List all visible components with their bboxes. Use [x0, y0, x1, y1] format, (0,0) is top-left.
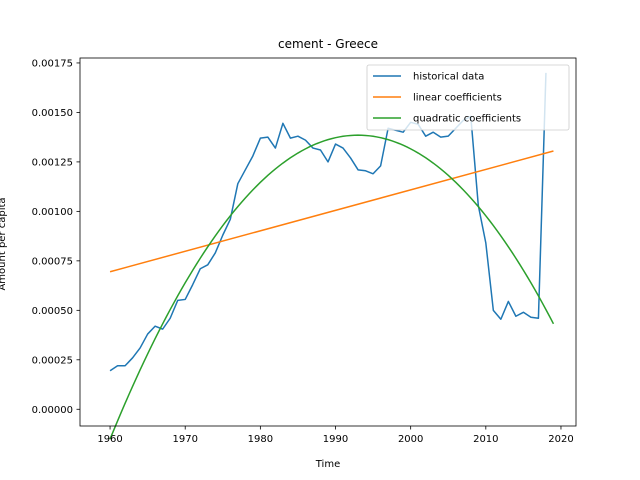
legend: historical data linear coefficients quadra…: [366, 64, 570, 131]
x-tick-label: 1960: [97, 434, 122, 445]
x-tick-label: 2010: [473, 434, 498, 445]
legend-label: historical data: [413, 72, 484, 83]
historical-data-line: [109, 72, 547, 372]
y-tick-label: 0.00000: [32, 405, 73, 416]
linear-coefficients-line: [109, 150, 554, 273]
y-tick-label: 0.00100: [32, 207, 73, 218]
y-tick-label: 0.00075: [32, 256, 73, 267]
x-tick-label: 1980: [248, 434, 273, 445]
y-tick-label: 0.00125: [32, 157, 73, 168]
y-tick-label: 0.00050: [32, 306, 73, 317]
legend-label: linear coefficients: [413, 93, 502, 104]
chart-title: cement - Greece: [278, 37, 378, 51]
legend-label: quadratic coefficients: [413, 114, 521, 125]
y-tick-label: 0.00150: [32, 108, 73, 119]
x-axis-label: Time: [315, 459, 340, 470]
x-tick-label: 2020: [548, 434, 573, 445]
plot-lines: [109, 72, 555, 440]
plot-frame: [79, 57, 577, 427]
x-tick-label: 1970: [172, 434, 197, 445]
legend-box: [366, 64, 570, 131]
quadratic-coefficients-line: [109, 134, 555, 440]
y-tick-label: 0.00025: [32, 355, 73, 366]
y-axis: 0.00000 0.00025 0.00050 0.00075 0.00100 0.001…: [32, 58, 80, 416]
x-tick-label: 1990: [323, 434, 348, 445]
x-axis: 1960 1970 1980 1990 2000 2010 2020: [97, 426, 574, 445]
y-tick-label: 0.00175: [32, 58, 73, 69]
x-tick-label: 2000: [398, 434, 423, 445]
y-axis-label: Amount per capita: [0, 197, 8, 290]
